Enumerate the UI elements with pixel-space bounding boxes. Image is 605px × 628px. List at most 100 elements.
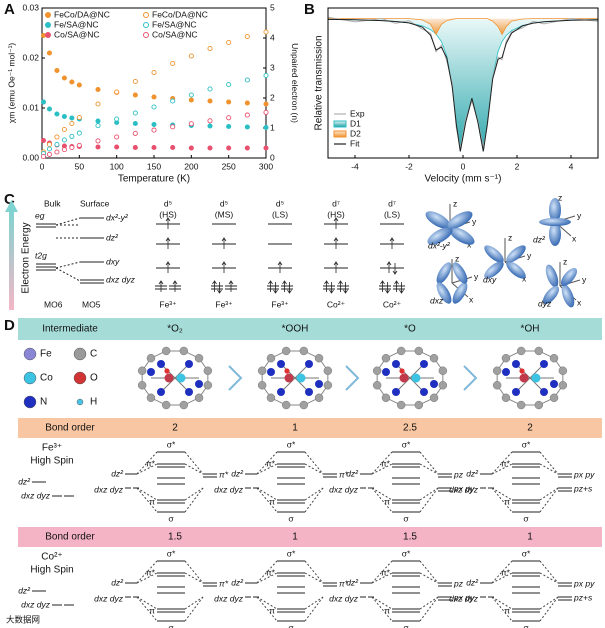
mo-label: π* xyxy=(146,458,156,468)
connector xyxy=(304,487,324,513)
config-label: d⁷ xyxy=(388,198,396,208)
mo-label: σ xyxy=(168,513,174,523)
atom-c xyxy=(397,346,406,356)
connector xyxy=(419,596,439,610)
atom-c xyxy=(381,393,391,402)
step-arrow xyxy=(345,365,360,391)
orbital-lobe xyxy=(436,282,452,304)
connector xyxy=(304,560,324,584)
legend-label: FeCo/DA@NC xyxy=(152,9,208,19)
mo-label: σ xyxy=(403,622,409,628)
legend-label: Co/SA@NC xyxy=(152,29,197,39)
config-label: d⁵ xyxy=(220,198,228,208)
orbital-lobe xyxy=(436,262,452,284)
plot-frame xyxy=(327,7,599,159)
spin-label: High Spin xyxy=(30,456,73,467)
orbital-lobe xyxy=(484,245,504,263)
ligand-label: π* xyxy=(339,469,349,479)
ion-label: Fe³⁺ xyxy=(215,299,233,309)
atom-n xyxy=(277,388,285,396)
connector xyxy=(371,596,393,622)
data-point xyxy=(114,89,120,95)
intermediate-label: *OOH xyxy=(282,324,309,335)
panel-label: D xyxy=(4,317,15,334)
mo-label: σ* xyxy=(402,548,411,558)
electron xyxy=(389,237,395,249)
connector xyxy=(491,560,513,584)
atom-n xyxy=(382,368,390,376)
bond-order-value: 1 xyxy=(292,532,298,543)
mo-label: σ xyxy=(168,622,174,628)
step-arrow xyxy=(228,365,243,391)
atom-n xyxy=(392,360,400,368)
x-tick-label: 2 xyxy=(515,161,520,171)
atom-n xyxy=(277,360,285,368)
data-point xyxy=(95,123,101,129)
atom-metal xyxy=(411,373,421,383)
ion-label: Fe³⁺ xyxy=(159,299,177,309)
data-point xyxy=(54,67,60,74)
data-point xyxy=(114,134,120,140)
atom-c xyxy=(203,366,213,375)
step-arrow xyxy=(463,365,478,391)
series-line xyxy=(327,18,599,152)
axis-letter: y xyxy=(582,274,587,284)
data-point xyxy=(170,98,176,104)
connector xyxy=(184,451,204,475)
electron xyxy=(217,282,222,294)
atom-n xyxy=(185,360,193,368)
data-point xyxy=(69,120,75,127)
spin-label: High Spin xyxy=(30,565,73,576)
axis-letter: x xyxy=(577,297,582,307)
legend-label: Exp xyxy=(350,108,365,118)
mo-label: σ* xyxy=(522,439,531,449)
atom-n xyxy=(540,360,548,368)
legend-label: D1 xyxy=(350,118,361,128)
atom-n xyxy=(305,360,313,368)
atom-c xyxy=(314,393,324,402)
surface-label: Surface xyxy=(80,198,110,208)
bond-order-value: 1 xyxy=(527,532,533,543)
ligand-label: pz+s xyxy=(573,592,593,602)
atom-c xyxy=(179,400,188,410)
electron xyxy=(212,280,217,292)
data-point xyxy=(244,77,250,83)
atom-c xyxy=(397,400,406,410)
connector xyxy=(256,596,278,622)
data-point xyxy=(226,39,232,46)
data-point xyxy=(151,69,157,76)
y2-tick-label: 3 xyxy=(270,62,275,72)
d-label: dxz dyz xyxy=(94,484,124,494)
atom-c xyxy=(438,366,448,375)
mo-label: π* xyxy=(381,458,391,468)
electron xyxy=(394,280,399,292)
config-label: d⁵ xyxy=(164,198,172,208)
x-tick-label: 300 xyxy=(259,161,273,171)
connector xyxy=(256,487,278,513)
x-tick-label: 4 xyxy=(569,161,574,171)
data-point xyxy=(226,123,232,130)
data-point xyxy=(46,146,53,152)
axis-letter: x xyxy=(572,233,577,243)
data-point xyxy=(263,29,269,35)
mo-label: σ xyxy=(523,622,529,628)
data-point xyxy=(244,112,250,118)
electron xyxy=(277,261,283,273)
atom-n xyxy=(305,388,313,396)
spin-label: (LS) xyxy=(272,209,288,219)
data-point xyxy=(226,115,232,121)
electron xyxy=(282,280,287,292)
orbital-lobe xyxy=(484,261,504,279)
d-label: dxz dyz xyxy=(329,484,359,494)
d-label: dxz dyz xyxy=(94,593,124,603)
d-label: dxz dyz xyxy=(449,484,479,494)
atom-c xyxy=(137,366,147,375)
d-label: dz² xyxy=(346,468,359,478)
connector xyxy=(371,560,393,584)
data-point xyxy=(244,124,250,130)
axis-letter: x xyxy=(469,294,474,304)
panel-label: C xyxy=(4,191,15,208)
level-label: eg xyxy=(35,210,45,220)
connector xyxy=(55,267,81,282)
axis-letter: z xyxy=(508,232,512,242)
